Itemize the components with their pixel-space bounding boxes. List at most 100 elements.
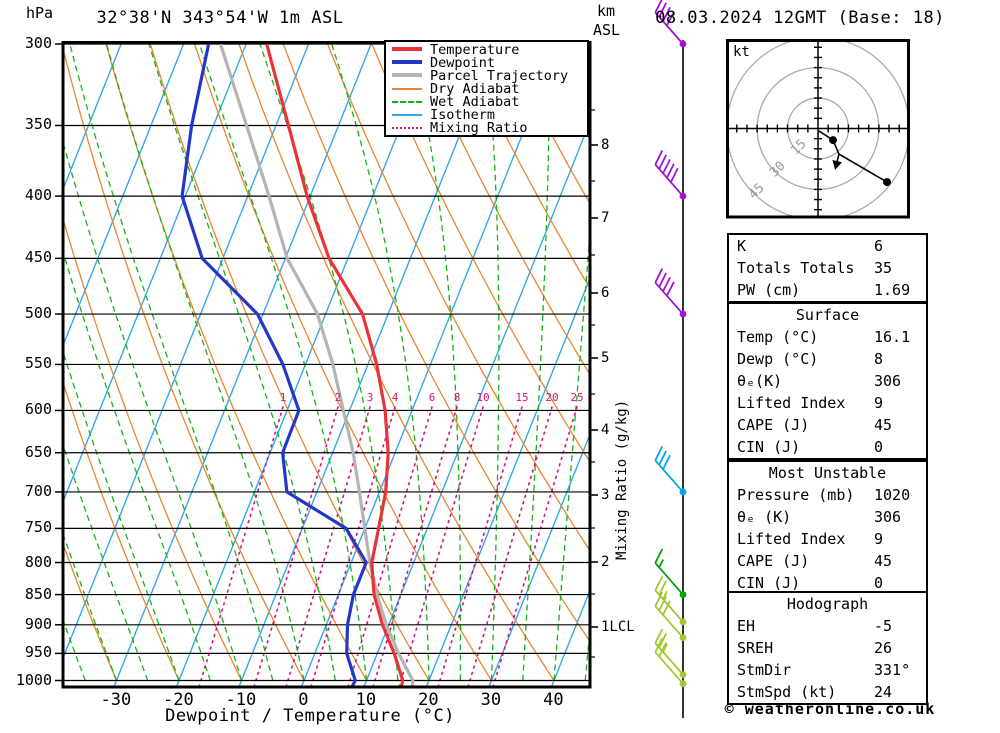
pressure-tick-label: 450	[24, 248, 52, 267]
table-row-value: 1.69	[874, 281, 911, 299]
table-row-label: K	[737, 237, 747, 255]
pressure-tick-label: 850	[24, 584, 52, 603]
table-row-value: 8	[874, 350, 884, 368]
hodograph-dot	[829, 136, 838, 145]
mixing-ratio-value-label: 10	[476, 391, 490, 404]
legend-swatch-solid	[392, 73, 422, 77]
pressure-tick-label: 1000	[15, 670, 52, 689]
km-tick-label: 6	[601, 285, 610, 301]
mixing-ratio-value-label: 20	[545, 391, 559, 404]
pressure-axis-unit: hPa	[26, 4, 54, 22]
table-row-value: 0	[874, 574, 884, 592]
temp-tick-label: 20	[418, 690, 439, 710]
legend-item-label: Wet Adiabat	[430, 94, 520, 110]
data-table-indices: K 6 Totals Totals 35 PW (cm) 1.69	[727, 233, 928, 303]
temp-tick-label: 0	[298, 690, 309, 710]
table-row: θₑ (K) 306	[729, 506, 926, 528]
table-row-value: 35	[874, 259, 893, 277]
table-row: Lifted Index 9	[729, 528, 926, 550]
isotherm-line	[488, 432, 590, 687]
table-title: Surface	[795, 306, 860, 324]
table-row: Totals Totals 35	[729, 257, 926, 279]
table-row: SREH 26	[729, 637, 926, 659]
wet-adiabat-line	[105, 43, 305, 681]
hodograph-unit-label: kt	[733, 44, 750, 60]
table-row: CIN (J) 0	[729, 436, 926, 458]
table-row-label: CIN (J)	[737, 574, 801, 592]
legend-swatch-solid	[392, 47, 422, 51]
legend-item-label: Isotherm	[430, 107, 496, 123]
km-tick-label: 7	[601, 210, 610, 226]
table-row: CAPE (J) 45	[729, 550, 926, 572]
pressure-tick-label: 300	[24, 34, 52, 52]
hodograph-tail-segment	[838, 153, 888, 183]
mixing-ratio-line	[347, 406, 433, 687]
table-row-label: Temp (°C)	[737, 328, 819, 346]
legend-swatch-solid	[392, 114, 422, 116]
table-row-label: CAPE (J)	[737, 416, 810, 434]
asl-axis-unit: ASL	[593, 21, 621, 39]
table-row-label: Lifted Index	[737, 530, 846, 548]
plot-background	[63, 42, 590, 687]
copyright-notice: © weatheronline.co.uk	[724, 700, 936, 718]
table-row-label: CAPE (J)	[737, 552, 810, 570]
mixing-ratio-axis-title: Mixing Ratio (g/kg)	[614, 399, 630, 560]
table-row-value: 45	[874, 552, 893, 570]
table-row: PW (cm) 1.69	[729, 279, 926, 301]
table-row: StmDir 331°	[729, 659, 926, 681]
pressure-tick-label: 950	[24, 643, 52, 662]
table-row-label: Lifted Index	[737, 394, 846, 412]
mixing-ratio-line	[437, 406, 523, 687]
pressure-tick-label: 750	[24, 518, 52, 537]
legend-item: Dry Adiabat	[392, 82, 587, 96]
legend-swatch-solid	[392, 60, 422, 64]
table-row-label: Dewp (°C)	[737, 350, 819, 368]
table-row-value: 24	[874, 683, 893, 701]
wind-barb	[654, 150, 687, 200]
wind-barb	[654, 548, 687, 598]
table-row-label: StmDir	[737, 661, 792, 679]
dry-adiabat-line	[149, 43, 430, 681]
mixing-ratio-line	[253, 406, 339, 687]
mixing-ratio-line	[467, 406, 553, 687]
table-row-value: 6	[874, 237, 884, 255]
series-parcel-trajectory	[218, 43, 415, 687]
table-row-value: 331°	[874, 661, 911, 679]
table-row: CIN (J) 0	[729, 572, 926, 594]
table-row-label: θₑ (K)	[737, 508, 792, 526]
table-row: Temp (°C) 16.1	[729, 326, 926, 348]
mixing-ratio-line	[492, 406, 578, 687]
mixing-ratio-value-label: 2	[334, 391, 342, 404]
wind-barb	[654, 637, 687, 688]
mixing-ratio-line	[372, 406, 458, 687]
wet-adiabat-line	[409, 43, 462, 681]
dry-adiabat-line	[326, 43, 590, 552]
wet-adiabat-line	[259, 43, 399, 681]
table-row-value: 9	[874, 394, 884, 412]
table-row-value: -5	[874, 617, 893, 635]
legend-item: Isotherm	[392, 107, 587, 123]
dry-adiabat-line	[63, 541, 118, 681]
station-title: 32°38'N 343°54'W 1m ASL	[96, 8, 344, 28]
table-row-value: 16.1	[874, 328, 911, 346]
pressure-tick-label: 400	[24, 186, 52, 205]
mixing-ratio-value-label: 4	[391, 391, 399, 404]
dry-adiabat-line	[63, 46, 305, 681]
wet-adiabat-line	[584, 622, 590, 681]
mixing-ratio-value-label: 25	[570, 391, 584, 404]
pressure-tick-label: 350	[24, 115, 52, 134]
table-row-label: EH	[737, 617, 756, 635]
temp-tick-label: 40	[543, 690, 564, 710]
mixing-ratio-value-label: 1	[279, 391, 287, 404]
data-table-most-unstable: Most Unstable Pressure (mb) 1020 θₑ (K) 306 L…	[727, 460, 928, 596]
km-tick-label: 4	[601, 422, 610, 438]
table-row-value: 26	[874, 639, 893, 657]
legend-item-label: Dewpoint	[430, 55, 496, 71]
wet-adiabat-line	[484, 43, 500, 681]
dry-adiabat-line	[459, 43, 590, 290]
legend-item: Mixing Ratio	[392, 121, 587, 135]
table-row-label: θₑ(K)	[737, 372, 783, 390]
mixing-ratio-line	[285, 406, 371, 687]
wind-barb	[654, 575, 687, 626]
